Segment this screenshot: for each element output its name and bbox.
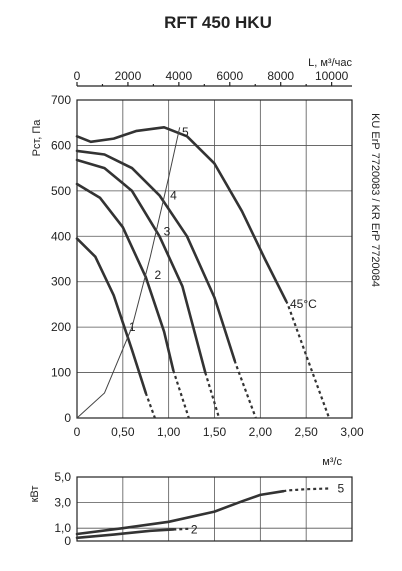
x-tick-label: 1,00 [157, 425, 181, 439]
plot-frame [76, 99, 353, 419]
fan-curve-5-dashed [285, 300, 331, 419]
power-y-tick-label: 1,0 [54, 521, 71, 535]
power-y-tick-label: 5,0 [54, 470, 71, 484]
y-tick-label: 300 [51, 275, 71, 289]
top-axis-label: L, м³/час [308, 57, 352, 69]
top-x-tick-label: 6000 [216, 69, 243, 83]
curve-label-3: 3 [164, 225, 171, 239]
x-tick-label: 1,50 [203, 425, 227, 439]
y-tick-label: 500 [51, 184, 71, 198]
fan-curve-1-dashed [144, 392, 156, 419]
top-x-tick-label: 4000 [166, 69, 193, 83]
y-axis-label: Рст, Па [31, 119, 43, 157]
fan-curve-2-dashed [172, 369, 190, 419]
main-grid [76, 99, 353, 419]
side-label: KU ErP 7720083 / KR ErP 7720084 [369, 113, 381, 287]
x-tick-label: 0,50 [111, 425, 135, 439]
y-tick-label: 0 [64, 411, 71, 425]
power-grid [76, 476, 353, 542]
system-curve [76, 127, 181, 419]
fan-curve-4-dashed [233, 360, 257, 419]
power-curve-2-dashed [173, 527, 189, 531]
top-x-tick-label: 8000 [267, 69, 294, 83]
temperature-annotation: 45°C [290, 297, 317, 311]
curve-label-4: 4 [170, 188, 177, 202]
power-curve-label-5: 5 [338, 482, 345, 496]
y-tick-label: 600 [51, 138, 71, 152]
curve-label-5: 5 [182, 125, 189, 139]
power-ticks: 01,0 3,0 5,0 [54, 470, 71, 548]
x-tick-label: 2,50 [294, 425, 318, 439]
y-tick-label: 200 [51, 320, 71, 334]
fan-curve-2-solid [75, 182, 175, 372]
power-curve-5-dashed [283, 487, 330, 493]
power-y-tick-label: 0 [64, 534, 71, 548]
fan-curve-4-solid [75, 149, 236, 362]
power-axis-label: кВт [29, 486, 41, 503]
power-curve-label-2: 2 [191, 522, 198, 536]
chart-title: RFT 450 HKU [164, 13, 272, 32]
x-tick-label: 0 [74, 425, 81, 439]
fan-curve-5-solid [75, 126, 288, 303]
y-tick-label: 100 [51, 366, 71, 380]
bottom-axis-label: м³/с [322, 456, 342, 468]
top-x-tick-label: 10000 [315, 69, 349, 83]
power-curve-2-solid [75, 528, 175, 540]
curve-label-2: 2 [155, 268, 162, 282]
power-plot-frame [76, 476, 353, 542]
fan-curve-3-solid [75, 158, 207, 374]
x-tick-label: 2,00 [249, 425, 273, 439]
y-tick-label: 700 [51, 93, 71, 107]
x-tick-label: 3,00 [340, 425, 364, 439]
main-ticks: 0 0,50 1,00 1,50 2,00 2,50 3,00010020030040050… [51, 69, 364, 439]
top-x-tick-label: 2000 [115, 69, 142, 83]
fan-curve-3-dashed [204, 372, 221, 419]
fan-curve-1-solid [75, 237, 148, 395]
power-curve-5-solid [75, 489, 285, 536]
power-y-tick-label: 3,0 [54, 496, 71, 510]
top-x-tick-label: 0 [74, 69, 81, 83]
y-tick-label: 400 [51, 229, 71, 243]
power-curves: 52 [75, 482, 345, 540]
